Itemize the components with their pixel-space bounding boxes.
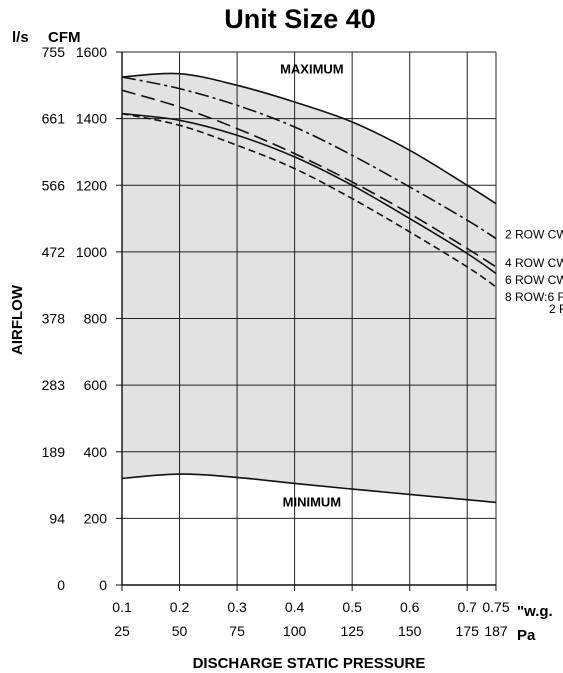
x-tick-label-pa: 175: [456, 623, 480, 639]
series-line-6-row-cw: [121, 112, 497, 275]
series-label-4-row-cw: 4 ROW CW: [505, 256, 563, 270]
y-tick-label-ls: 566: [42, 177, 66, 193]
y-tick-label-cfm: 1600: [76, 44, 107, 60]
y-unit-primary-heading: CFM: [48, 29, 81, 46]
x-tick-label-wg: 0.6: [400, 599, 420, 615]
y-tick-label-ls: 283: [42, 377, 66, 393]
series-line-minimum: [121, 473, 497, 504]
x-tick-label-pa: 187: [484, 623, 508, 639]
plot-area: 0.1250.2500.3750.41000.51250.61500.71750…: [42, 44, 563, 639]
chart-title: Unit Size 40: [224, 4, 376, 34]
x-tick-label-pa: 50: [172, 623, 188, 639]
x-tick-label-wg: 0.7: [457, 599, 477, 615]
y-tick-label-cfm: 200: [84, 510, 108, 526]
y-tick-label-ls: 755: [42, 44, 66, 60]
minimum-label: MINIMUM: [283, 495, 342, 510]
y-tick-label-ls: 378: [42, 311, 66, 327]
y-tick-label-ls: 472: [42, 244, 66, 260]
series-line-maximum: [121, 72, 497, 205]
y-tick-label-cfm: 1200: [76, 177, 107, 193]
maximum-label: MAXIMUM: [280, 62, 344, 77]
y-tick-label-cfm: 600: [84, 377, 108, 393]
x-tick-label-wg: 0.75: [482, 599, 509, 615]
x-tick-label-pa: 100: [283, 623, 307, 639]
x-tick-label-pa: 150: [398, 623, 422, 639]
x-tick-label-pa: 125: [340, 623, 364, 639]
y-axis-title: AIRFLOW: [9, 284, 26, 355]
y-tick-label-cfm: 1400: [76, 111, 107, 127]
x-unit-primary-label: "w.g.: [517, 603, 553, 620]
y-tick-label-cfm: 800: [84, 311, 108, 327]
x-tick-label-wg: 0.4: [285, 599, 305, 615]
y-tick-label-ls: 189: [42, 444, 66, 460]
y-tick-label-cfm: 400: [84, 444, 108, 460]
y-tick-label-ls: 0: [57, 577, 65, 593]
x-tick-label-wg: 0.1: [112, 599, 132, 615]
x-tick-label-wg: 0.3: [227, 599, 247, 615]
y-tick-label-cfm: 1000: [76, 244, 107, 260]
operating-range-shading: [122, 73, 496, 503]
series-line-8-row-6-f: [121, 112, 497, 288]
series-note-label: 2 F: [549, 302, 563, 316]
y-unit-secondary-heading: l/s: [12, 29, 29, 46]
x-tick-label-pa: 25: [114, 623, 130, 639]
series-line-4-row-cw: [121, 89, 497, 268]
y-tick-label-ls: 94: [49, 510, 65, 526]
x-tick-label-wg: 0.2: [170, 599, 190, 615]
series-label-2-row-cw: 2 ROW CW: [505, 228, 563, 242]
x-tick-label-wg: 0.5: [342, 599, 362, 615]
series-line-2-row-cw: [121, 76, 497, 240]
x-unit-secondary-label: Pa: [517, 627, 536, 644]
series-label-8-row-6-f: 8 ROW:6 F: [505, 290, 563, 304]
x-axis-title: DISCHARGE STATIC PRESSURE: [193, 655, 426, 672]
series-label-6-row-cw: 6 ROW CW: [505, 273, 563, 287]
y-tick-label-ls: 661: [42, 111, 66, 127]
y-tick-label-cfm: 0: [99, 577, 107, 593]
x-tick-label-pa: 75: [229, 623, 245, 639]
